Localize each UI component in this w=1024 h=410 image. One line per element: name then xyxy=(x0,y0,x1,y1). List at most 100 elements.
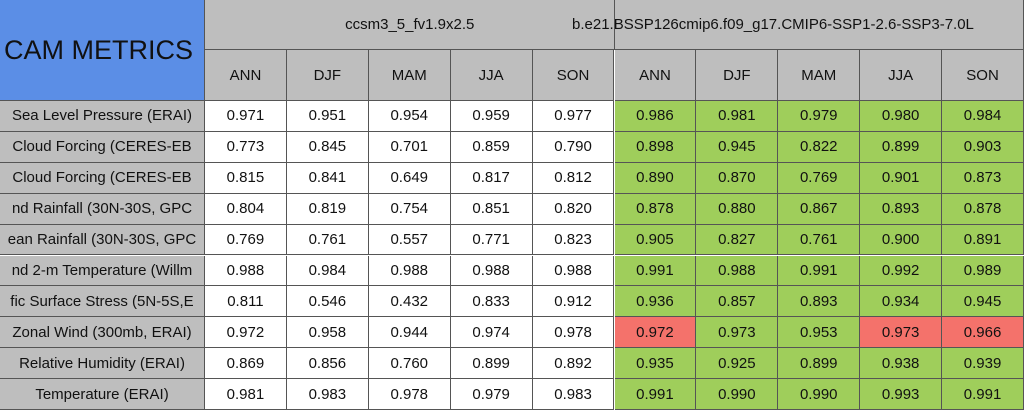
value-cell: 0.761 xyxy=(778,224,861,256)
value-cell: 0.974 xyxy=(450,317,533,349)
value-cell: 0.905 xyxy=(614,224,697,256)
row-label: nd Rainfall (30N-30S, GPC xyxy=(0,193,205,225)
value-cell: 0.701 xyxy=(368,131,451,163)
value-cell: 0.754 xyxy=(368,193,451,225)
row-label: Zonal Wind (300mb, ERAI) xyxy=(0,317,205,349)
value-cell: 0.951 xyxy=(286,101,369,132)
value-cell: 0.892 xyxy=(532,348,615,380)
value-cell: 0.899 xyxy=(450,348,533,380)
value-cell: 0.945 xyxy=(942,286,1024,318)
value-cell: 0.769 xyxy=(778,162,861,194)
row-label: Sea Level Pressure (ERAI) xyxy=(0,101,205,132)
value-cell: 0.819 xyxy=(286,193,369,225)
season-header: SON xyxy=(942,50,1024,101)
value-cell: 0.867 xyxy=(778,193,861,225)
value-cell: 0.966 xyxy=(942,317,1024,349)
value-cell: 0.557 xyxy=(368,224,451,256)
value-cell: 0.979 xyxy=(778,101,861,132)
value-cell: 0.988 xyxy=(450,255,533,287)
group-header: b.e21.BSSP126cmip6.f09_g17.CMIP6-SSP1-2.… xyxy=(572,0,1024,50)
value-cell: 0.841 xyxy=(286,162,369,194)
season-header: DJF xyxy=(696,50,779,101)
value-cell: 0.981 xyxy=(696,101,779,132)
value-cell: 0.873 xyxy=(942,162,1024,194)
value-cell: 0.992 xyxy=(860,255,943,287)
value-cell: 0.817 xyxy=(450,162,533,194)
row-label: ean Rainfall (30N-30S, GPC xyxy=(0,224,205,256)
group-header-bg xyxy=(614,0,1024,50)
value-cell: 0.989 xyxy=(942,255,1024,287)
value-cell: 0.773 xyxy=(205,131,287,163)
value-cell: 0.978 xyxy=(368,379,451,410)
value-cell: 0.990 xyxy=(778,379,861,410)
group-header: ccsm3_5_fv1.9x2.5 xyxy=(205,0,615,50)
row-label: Cloud Forcing (CERES-EB xyxy=(0,131,205,163)
value-cell: 0.893 xyxy=(860,193,943,225)
value-cell: 0.898 xyxy=(614,131,697,163)
row-label: Relative Humidity (ERAI) xyxy=(0,348,205,380)
value-cell: 0.761 xyxy=(286,224,369,256)
value-cell: 0.833 xyxy=(450,286,533,318)
value-cell: 0.971 xyxy=(205,101,287,132)
value-cell: 0.891 xyxy=(942,224,1024,256)
value-cell: 0.988 xyxy=(205,255,287,287)
value-cell: 0.979 xyxy=(450,379,533,410)
row-label: nd 2-m Temperature (Willm xyxy=(0,255,205,287)
value-cell: 0.972 xyxy=(205,317,287,349)
row-label: Cloud Forcing (CERES-EB xyxy=(0,162,205,194)
value-cell: 0.973 xyxy=(860,317,943,349)
value-cell: 0.973 xyxy=(696,317,779,349)
value-cell: 0.986 xyxy=(614,101,697,132)
value-cell: 0.972 xyxy=(614,317,697,349)
value-cell: 0.769 xyxy=(205,224,287,256)
value-cell: 0.988 xyxy=(696,255,779,287)
value-cell: 0.939 xyxy=(942,348,1024,380)
value-cell: 0.822 xyxy=(778,131,861,163)
value-cell: 0.804 xyxy=(205,193,287,225)
value-cell: 0.823 xyxy=(532,224,615,256)
value-cell: 0.903 xyxy=(942,131,1024,163)
value-cell: 0.870 xyxy=(696,162,779,194)
value-cell: 0.869 xyxy=(205,348,287,380)
row-label: Temperature (ERAI) xyxy=(0,379,205,410)
value-cell: 0.954 xyxy=(368,101,451,132)
value-cell: 0.912 xyxy=(532,286,615,318)
season-header: ANN xyxy=(614,50,697,101)
value-cell: 0.790 xyxy=(532,131,615,163)
value-cell: 0.983 xyxy=(286,379,369,410)
value-cell: 0.981 xyxy=(205,379,287,410)
value-cell: 0.991 xyxy=(614,255,697,287)
row-label: fic Surface Stress (5N-5S,E xyxy=(0,286,205,318)
value-cell: 0.934 xyxy=(860,286,943,318)
value-cell: 0.845 xyxy=(286,131,369,163)
value-cell: 0.878 xyxy=(614,193,697,225)
value-cell: 0.546 xyxy=(286,286,369,318)
title: CAM METRICS xyxy=(0,0,205,101)
value-cell: 0.984 xyxy=(942,101,1024,132)
value-cell: 0.991 xyxy=(942,379,1024,410)
value-cell: 0.936 xyxy=(614,286,697,318)
value-cell: 0.893 xyxy=(778,286,861,318)
value-cell: 0.899 xyxy=(860,131,943,163)
value-cell: 0.857 xyxy=(696,286,779,318)
value-cell: 0.935 xyxy=(614,348,697,380)
season-header: MAM xyxy=(778,50,861,101)
season-header: JJA xyxy=(450,50,533,101)
value-cell: 0.899 xyxy=(778,348,861,380)
value-cell: 0.993 xyxy=(860,379,943,410)
value-cell: 0.880 xyxy=(696,193,779,225)
value-cell: 0.945 xyxy=(696,131,779,163)
value-cell: 0.771 xyxy=(450,224,533,256)
value-cell: 0.901 xyxy=(860,162,943,194)
value-cell: 0.811 xyxy=(205,286,287,318)
value-cell: 0.953 xyxy=(778,317,861,349)
value-cell: 0.890 xyxy=(614,162,697,194)
value-cell: 0.977 xyxy=(532,101,615,132)
value-cell: 0.983 xyxy=(532,379,615,410)
value-cell: 0.815 xyxy=(205,162,287,194)
value-cell: 0.991 xyxy=(614,379,697,410)
value-cell: 0.820 xyxy=(532,193,615,225)
value-cell: 0.851 xyxy=(450,193,533,225)
season-header: SON xyxy=(532,50,615,101)
